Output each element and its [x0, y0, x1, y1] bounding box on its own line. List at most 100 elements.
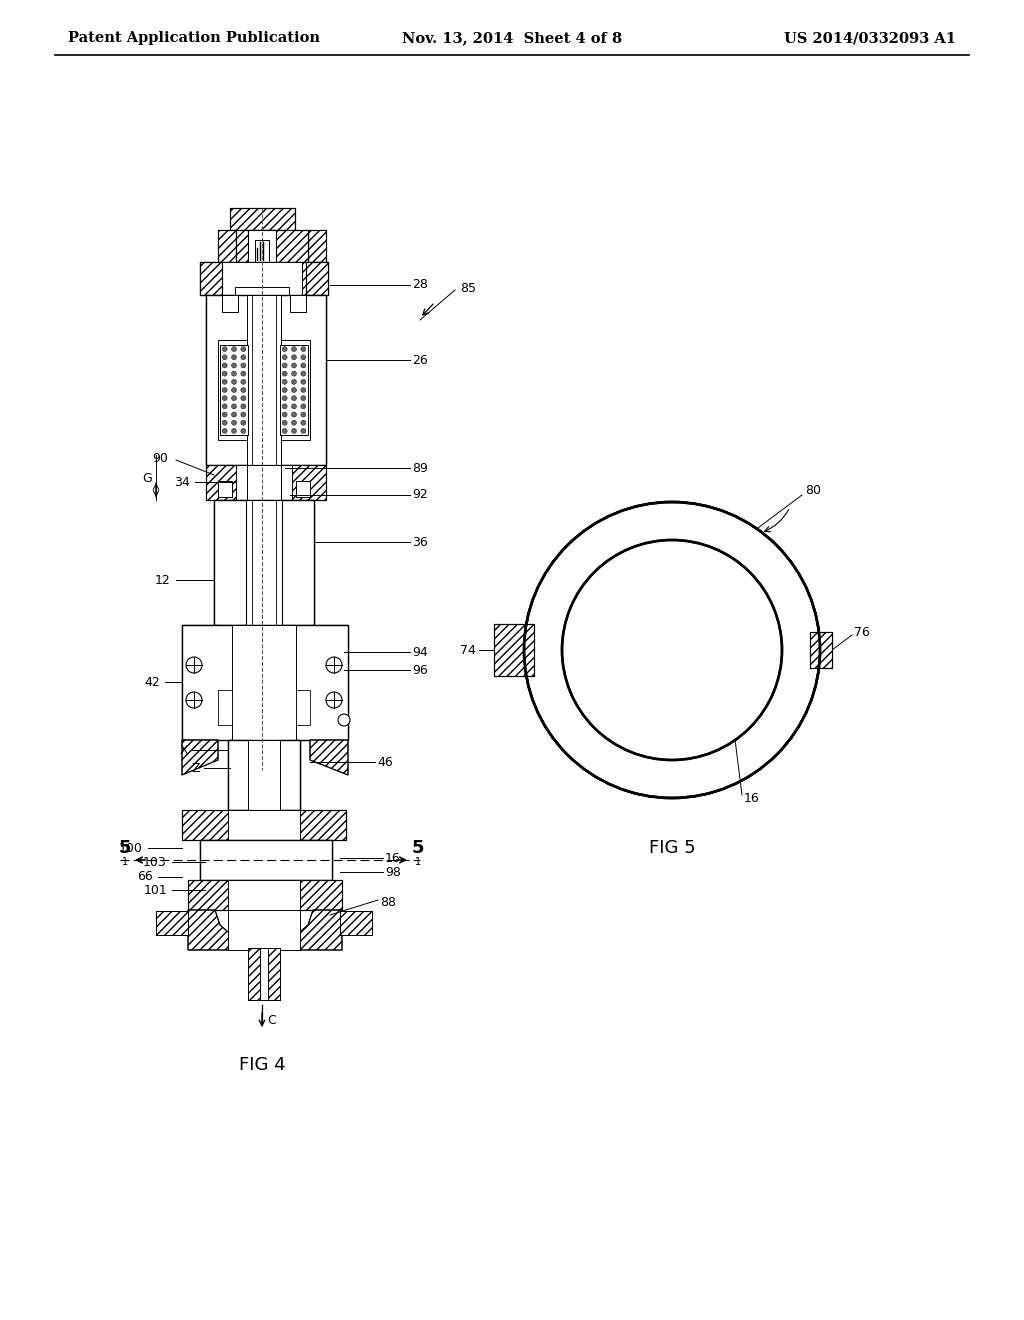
Bar [182, 810, 346, 840]
Bar [230, 209, 295, 230]
Bar [296, 480, 310, 498]
Circle shape [222, 379, 227, 384]
Text: Patent Application Publication: Patent Application Publication [68, 30, 319, 45]
Circle shape [338, 714, 350, 726]
Bar [290, 294, 306, 312]
Bar [280, 500, 314, 624]
Bar [228, 741, 250, 810]
Bar [248, 948, 280, 1001]
Circle shape [524, 502, 820, 799]
Text: G: G [142, 471, 152, 484]
Circle shape [186, 692, 202, 708]
Circle shape [292, 412, 297, 417]
Circle shape [241, 404, 246, 409]
Bar [494, 624, 534, 676]
Bar [236, 230, 308, 261]
Text: C: C [267, 1014, 275, 1027]
Bar [298, 294, 326, 465]
Text: 42: 42 [144, 676, 160, 689]
Bar [188, 880, 342, 909]
Text: 88: 88 [380, 895, 396, 908]
Circle shape [283, 404, 287, 409]
Circle shape [241, 429, 246, 433]
Bar [218, 230, 236, 261]
Bar [156, 911, 188, 935]
Text: 5: 5 [412, 840, 424, 857]
Bar [200, 261, 222, 294]
Circle shape [326, 657, 342, 673]
Text: Nov. 13, 2014  Sheet 4 of 8: Nov. 13, 2014 Sheet 4 of 8 [402, 30, 622, 45]
Circle shape [222, 347, 227, 351]
Text: 92: 92 [412, 488, 428, 502]
Text: 46: 46 [377, 755, 393, 768]
Bar [200, 261, 328, 294]
Bar [214, 500, 314, 624]
Circle shape [241, 420, 246, 425]
Bar [220, 345, 248, 436]
Bar [494, 624, 534, 676]
Circle shape [283, 379, 287, 384]
Circle shape [283, 412, 287, 417]
Circle shape [222, 404, 227, 409]
Circle shape [186, 657, 202, 673]
Circle shape [241, 347, 246, 351]
Circle shape [231, 379, 237, 384]
Text: Z: Z [191, 762, 200, 775]
Bar [268, 948, 280, 1001]
Text: 98: 98 [385, 866, 400, 879]
Bar [218, 480, 232, 498]
Bar [340, 911, 372, 935]
Circle shape [283, 355, 287, 360]
Bar [236, 230, 308, 261]
Bar [312, 624, 348, 741]
Bar [230, 209, 295, 230]
Bar [214, 500, 248, 624]
Bar [228, 741, 250, 810]
Circle shape [231, 429, 237, 433]
Bar [810, 632, 831, 668]
Bar [280, 345, 308, 436]
Bar [247, 465, 281, 500]
Circle shape [292, 388, 297, 392]
Circle shape [222, 396, 227, 401]
Circle shape [283, 347, 287, 351]
Circle shape [301, 412, 306, 417]
Bar [200, 840, 332, 880]
Circle shape [292, 355, 297, 360]
Circle shape [222, 420, 227, 425]
Circle shape [241, 396, 246, 401]
Circle shape [241, 371, 246, 376]
Bar [308, 230, 326, 261]
Text: US 2014/0332093 A1: US 2014/0332093 A1 [784, 30, 956, 45]
Bar [222, 294, 238, 312]
Circle shape [283, 429, 287, 433]
Text: 100: 100 [119, 842, 143, 854]
Circle shape [231, 420, 237, 425]
Circle shape [222, 355, 227, 360]
Circle shape [283, 363, 287, 368]
Bar [182, 624, 218, 741]
Circle shape [241, 355, 246, 360]
Circle shape [301, 371, 306, 376]
Circle shape [301, 355, 306, 360]
Text: 16: 16 [385, 851, 400, 865]
Text: FIG 5: FIG 5 [648, 840, 695, 857]
Bar [206, 294, 234, 465]
Bar [206, 465, 326, 500]
Text: 1: 1 [122, 857, 128, 867]
Bar [340, 911, 372, 935]
Circle shape [301, 388, 306, 392]
Circle shape [231, 412, 237, 417]
Text: 12: 12 [155, 573, 170, 586]
Circle shape [292, 396, 297, 401]
Text: FIG 4: FIG 4 [239, 1056, 286, 1074]
Circle shape [231, 396, 237, 401]
Text: 76: 76 [854, 626, 869, 639]
Circle shape [301, 396, 306, 401]
Circle shape [222, 371, 227, 376]
Bar [200, 840, 332, 880]
Circle shape [283, 396, 287, 401]
Bar [228, 810, 300, 840]
Text: 28: 28 [412, 279, 428, 292]
Text: 90: 90 [153, 451, 168, 465]
